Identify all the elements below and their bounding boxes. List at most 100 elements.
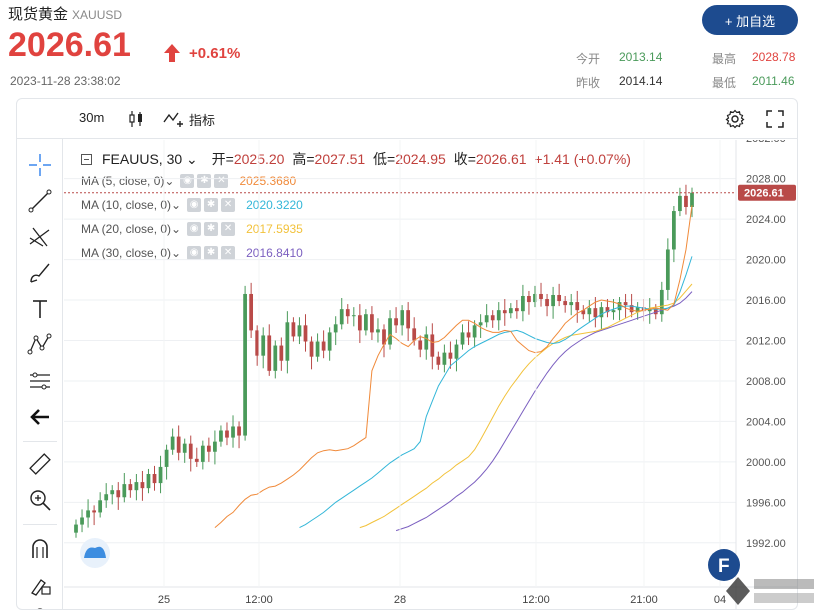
ma-label: MA (5, close, 0) xyxy=(81,174,165,188)
pattern-tool-icon[interactable] xyxy=(27,332,53,358)
x-tick-label: 25 xyxy=(158,594,170,606)
add-watchlist-button[interactable]: + 加自选 xyxy=(702,5,798,35)
candle-type-icon[interactable] xyxy=(127,110,145,128)
chevron-down-icon[interactable]: ⌄ xyxy=(171,222,182,236)
candle xyxy=(653,309,658,315)
sidebar-divider xyxy=(23,524,57,525)
brush-icon[interactable] xyxy=(27,260,53,286)
candle xyxy=(623,302,628,306)
open-label: 今开 xyxy=(576,52,601,66)
candle xyxy=(466,332,471,338)
candle xyxy=(376,329,380,333)
trend-line-icon[interactable] xyxy=(27,188,53,214)
high-label: 高 xyxy=(292,151,307,167)
candle xyxy=(104,494,109,501)
ma-legend-row[interactable]: MA (10, close, 0) ⌄ ◉ ✱ ✕ 2020.3220 xyxy=(81,198,303,212)
candle xyxy=(182,443,187,453)
eye-icon[interactable]: ◉ xyxy=(187,246,202,260)
settings-icon[interactable]: ✱ xyxy=(204,246,219,260)
candle xyxy=(134,482,139,491)
indicator-icon[interactable] xyxy=(163,110,185,128)
interval-selector[interactable]: 30m xyxy=(79,110,105,125)
collapse-icon[interactable] xyxy=(81,154,92,165)
prediction-tool-icon[interactable] xyxy=(27,368,53,394)
prev-close-label: 昨收 xyxy=(576,76,601,90)
close-icon[interactable]: ✕ xyxy=(221,198,236,212)
cloud-logo-icon xyxy=(80,538,110,568)
lock-drawing-icon[interactable] xyxy=(27,572,53,598)
y-tick-label: 2020.00 xyxy=(746,255,786,267)
settings-icon[interactable]: ✱ xyxy=(197,174,212,188)
candle xyxy=(273,345,278,371)
candle xyxy=(454,344,459,359)
chevron-down-icon[interactable]: ⌄ xyxy=(164,174,175,188)
timestamp: 2023-11-28 23:38:02 xyxy=(10,74,121,88)
candle xyxy=(684,195,688,207)
ma-legend-row[interactable]: MA (30, close, 0) ⌄ ◉ ✱ ✕ 2016.8410 xyxy=(81,246,303,260)
instrument-title: 现货黄金 xyxy=(8,6,69,23)
candle xyxy=(255,330,260,356)
ma-label: MA (20, close, 0) xyxy=(81,222,172,236)
eye-icon[interactable]: ◉ xyxy=(187,198,202,212)
fib-tool-icon[interactable] xyxy=(27,224,53,250)
chevron-down-icon[interactable]: ⌄ xyxy=(171,246,182,260)
indicators-button[interactable]: 指标 xyxy=(189,113,216,128)
candle xyxy=(587,308,592,315)
close-icon[interactable]: ✕ xyxy=(221,246,236,260)
candle xyxy=(267,335,272,371)
chevron-down-icon[interactable]: ⌄ xyxy=(171,198,182,212)
candle xyxy=(110,490,115,495)
candle xyxy=(545,299,549,307)
candle xyxy=(291,322,296,337)
magnet-icon[interactable] xyxy=(27,536,53,562)
ma-legend-row[interactable]: MA (5, close, 0) ⌄ ◉ ✱ ✕ 2025.3680 xyxy=(81,174,296,188)
price-chart[interactable]: 2032.00 2028.00 2024.00 2020.00 2016.00 2012.… xyxy=(64,140,798,610)
drawing-toolbar xyxy=(17,139,63,610)
ma20-line xyxy=(359,283,693,529)
candle xyxy=(496,310,501,321)
y-tick-label: 2032.00 xyxy=(746,140,786,145)
candle xyxy=(388,318,392,345)
candle xyxy=(309,341,314,357)
eye-icon[interactable]: ◉ xyxy=(180,174,195,188)
chevron-down-icon[interactable]: ⌄ xyxy=(182,151,202,167)
candle xyxy=(430,334,435,357)
back-arrow-icon[interactable] xyxy=(27,404,53,430)
candle xyxy=(563,301,568,306)
candle xyxy=(678,195,682,212)
text-tool-icon[interactable] xyxy=(27,296,53,322)
candle xyxy=(521,296,525,312)
ruler-icon[interactable] xyxy=(27,451,53,477)
settings-icon[interactable]: ✱ xyxy=(204,222,219,236)
candle xyxy=(460,332,465,345)
crosshair-icon[interactable] xyxy=(27,152,53,178)
unlock-icon[interactable] xyxy=(27,605,53,610)
candle xyxy=(400,310,404,326)
candle xyxy=(364,314,368,331)
candle xyxy=(539,293,543,300)
zoom-in-icon[interactable] xyxy=(27,487,53,513)
prev-close-value: 2014.14 xyxy=(619,74,663,88)
candle xyxy=(231,426,235,438)
settings-icon[interactable]: ✱ xyxy=(204,198,219,212)
eye-icon[interactable]: ◉ xyxy=(187,222,202,236)
ma-legend-row[interactable]: MA (20, close, 0) ⌄ ◉ ✱ ✕ 2017.5935 xyxy=(81,222,303,236)
candle xyxy=(321,341,326,351)
candle xyxy=(225,430,229,438)
x-tick-label: 12:00 xyxy=(522,594,550,606)
ma5-line xyxy=(214,205,693,528)
symbol-name[interactable]: FEAUUS xyxy=(102,151,159,167)
close-icon[interactable]: ✕ xyxy=(221,222,236,236)
candle xyxy=(514,308,519,312)
fullscreen-icon[interactable] xyxy=(765,109,785,129)
candle xyxy=(243,293,247,436)
candle xyxy=(533,293,537,303)
close-icon[interactable]: ✕ xyxy=(214,174,229,188)
candle xyxy=(672,211,676,250)
candle xyxy=(158,466,163,484)
chart-toolbar: 30m 指标 xyxy=(17,99,797,139)
candle xyxy=(146,474,151,489)
high-label: 最高 xyxy=(712,52,737,66)
gear-icon[interactable] xyxy=(725,109,745,129)
candle xyxy=(659,289,664,315)
